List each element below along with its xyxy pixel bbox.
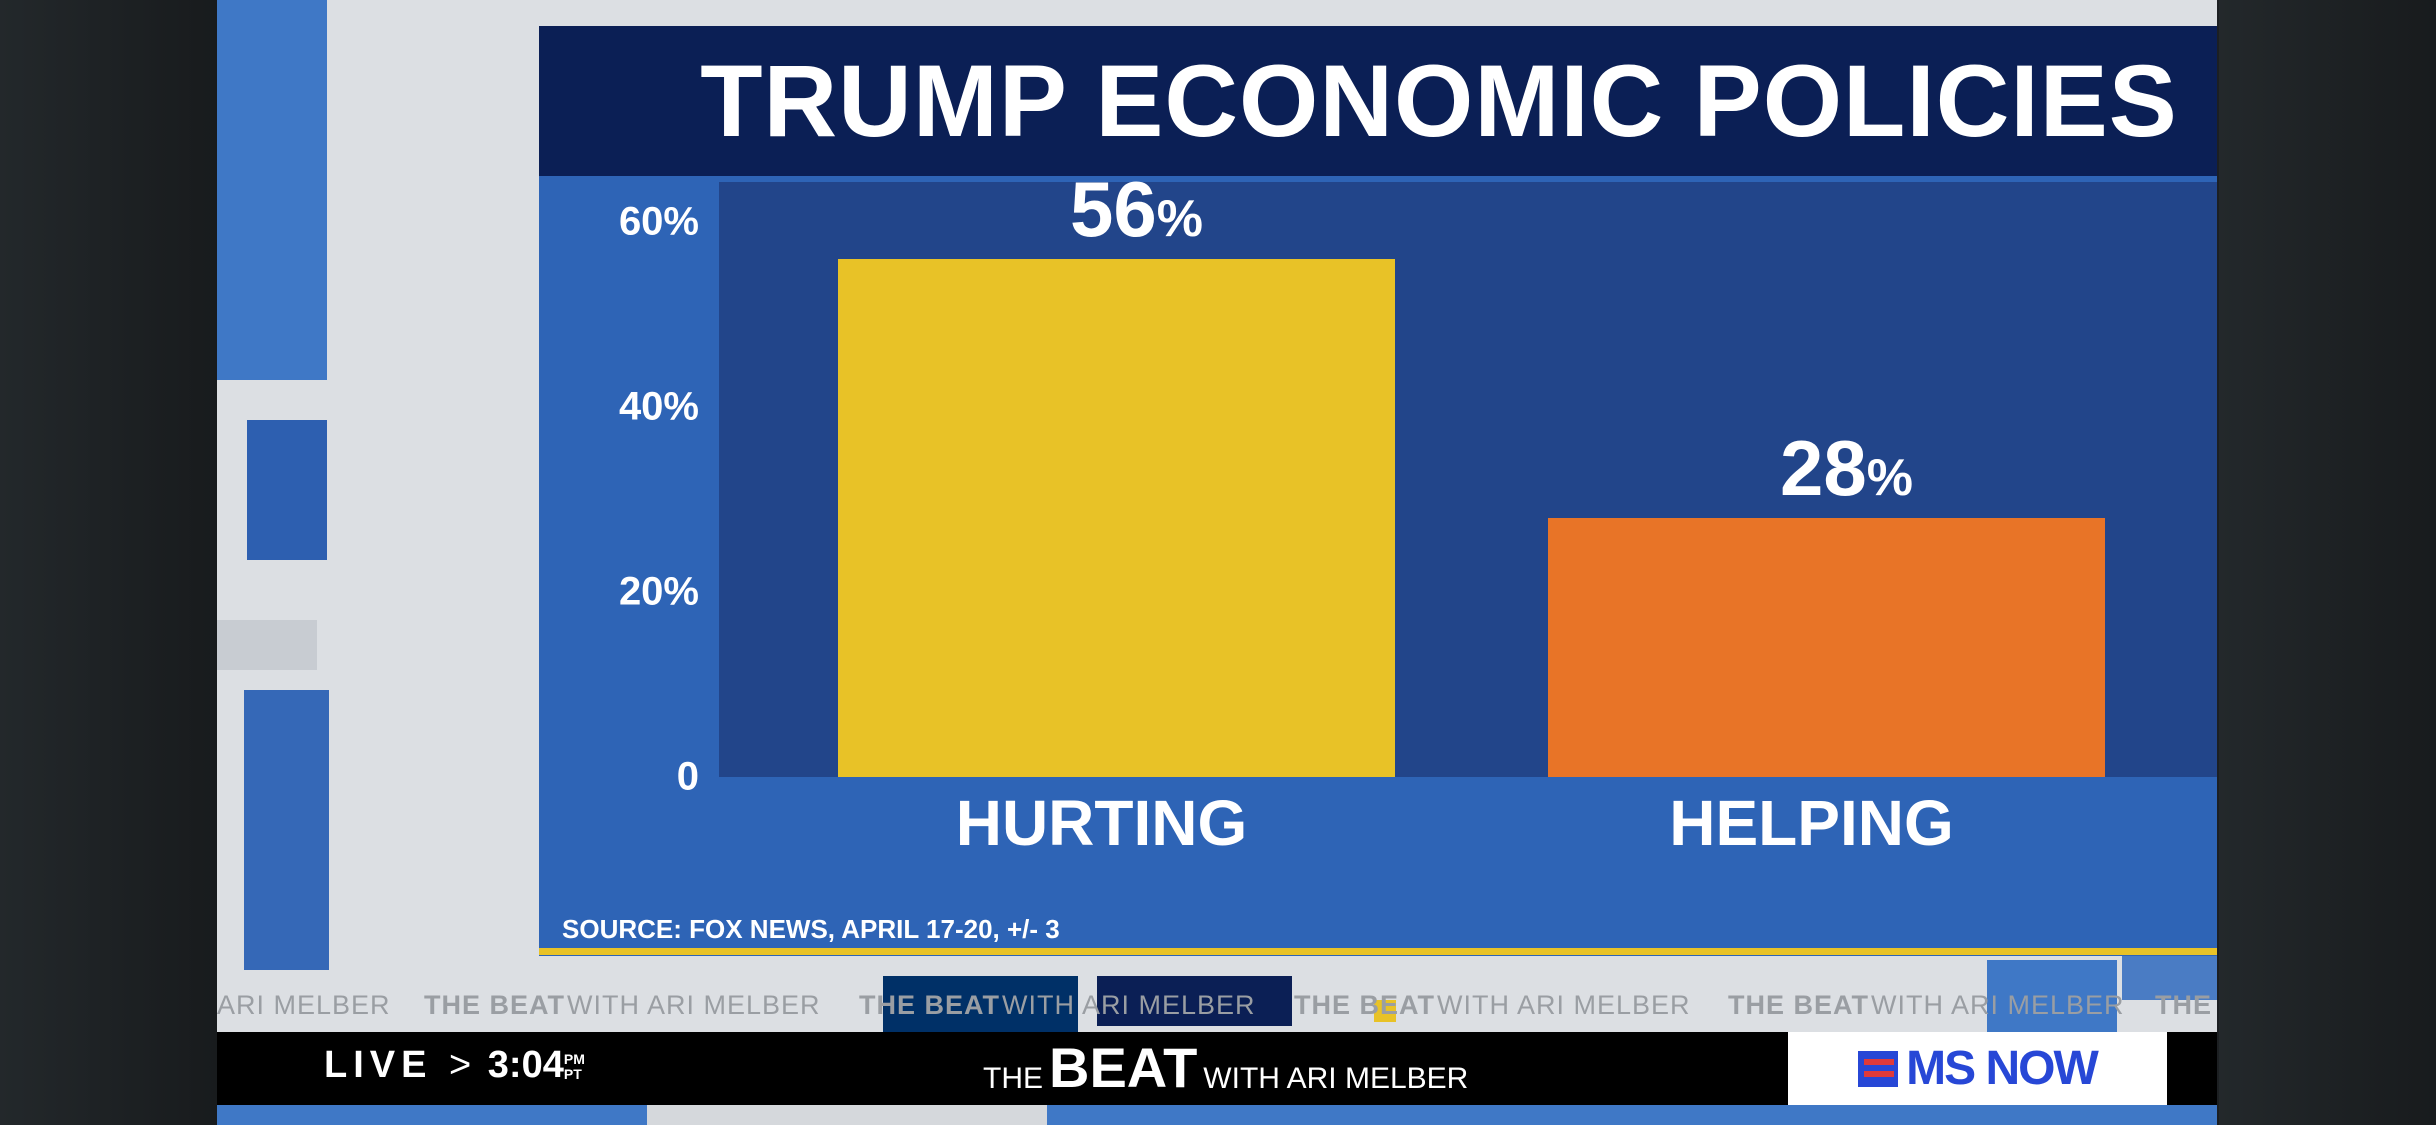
live-label: LIVE bbox=[324, 1044, 433, 1086]
show-the: THE bbox=[983, 1062, 1043, 1095]
ticker-segment: THE BEAT bbox=[1728, 990, 1869, 1020]
flag-icon bbox=[1858, 1050, 1899, 1087]
live-indicator: LIVE > 3:04 PM PT bbox=[324, 1044, 585, 1087]
y-tick-label: 60% bbox=[618, 199, 699, 244]
data-label: 56% bbox=[1069, 165, 1204, 253]
accent-line bbox=[539, 948, 2217, 955]
network-logo: MS NOW bbox=[1788, 1032, 2167, 1105]
lower-third: LIVE > 3:04 PM PT THE BEAT WITH ARI MELBER… bbox=[217, 1032, 2217, 1105]
clock-ampm: PM bbox=[563, 1050, 585, 1067]
broadcast-frame: ARI MELBER THE BEAT WITH ARI MELBER THE … bbox=[217, 0, 2217, 1125]
ticker-segment: THE BEAT bbox=[424, 990, 565, 1020]
category-label: HURTING bbox=[955, 787, 1248, 859]
ticker-segment: WITH ARI MELBER bbox=[1437, 990, 1691, 1020]
clock-time: 3:04 bbox=[487, 1044, 564, 1086]
ticker-strip: ARI MELBER THE BEAT WITH ARI MELBER THE … bbox=[217, 990, 2217, 1024]
bar-hurting bbox=[838, 259, 1395, 777]
show-title: THE BEAT WITH ARI MELBER bbox=[983, 1040, 1468, 1096]
network-name: MS NOW bbox=[1906, 1042, 2099, 1095]
y-tick-label: 20% bbox=[618, 569, 699, 614]
chart-source: SOURCE: FOX NEWS, APRIL 17-20, +/- 3 bbox=[562, 914, 1060, 944]
ticker-segment: WITH ARI MELBER bbox=[1002, 990, 1256, 1020]
bar-helping bbox=[1548, 518, 2105, 777]
ticker-segment: THE BEAT bbox=[859, 990, 1000, 1020]
arrow-icon: > bbox=[449, 1044, 472, 1086]
clock-tz: PT bbox=[563, 1065, 582, 1082]
left-letterbox bbox=[0, 0, 217, 1125]
y-tick-label: 0 bbox=[676, 754, 699, 799]
category-label: HELPING bbox=[1669, 787, 1954, 859]
y-tick-label: 40% bbox=[618, 384, 699, 429]
ticker-segment: THE BEAT bbox=[1294, 990, 1435, 1020]
ticker-segment: WITH ARI MELBER bbox=[1871, 990, 2125, 1020]
ticker-segment: THE bbox=[2155, 990, 2212, 1020]
show-host: WITH ARI MELBER bbox=[1203, 1062, 1469, 1095]
show-beat: BEAT bbox=[1049, 1036, 1198, 1099]
ticker-segment: ARI MELBER bbox=[217, 990, 391, 1020]
chart-panel: TRUMP ECONOMIC POLICIES 0 20% 40% 60% 56% HUR… bbox=[539, 26, 2217, 956]
data-label: 28% bbox=[1779, 424, 1914, 512]
chart-title: TRUMP ECONOMIC POLICIES bbox=[539, 26, 2217, 176]
ticker-segment: WITH ARI MELBER bbox=[567, 990, 821, 1020]
right-letterbox bbox=[2219, 0, 2436, 1125]
